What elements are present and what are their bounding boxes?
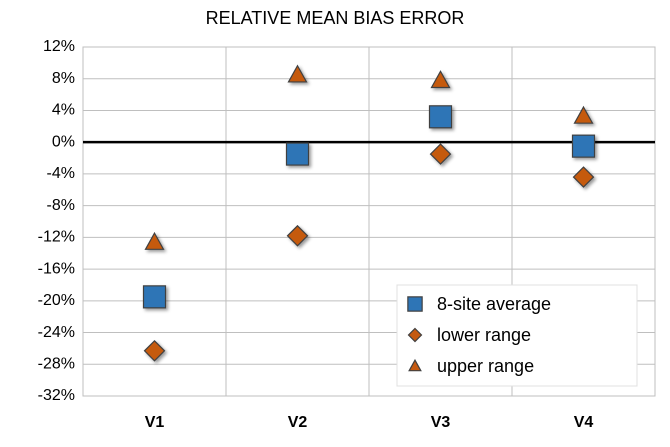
legend-label: 8-site average: [437, 294, 551, 314]
chart-title: RELATIVE MEAN BIAS ERROR: [206, 8, 465, 28]
marker-square: [428, 105, 453, 129]
plot-border: [82, 46, 656, 397]
x-tick-label: V1: [145, 414, 165, 431]
marker-square: [571, 134, 596, 158]
marker-triangle: [573, 105, 594, 124]
y-tick-label: 8%: [52, 70, 75, 87]
marker-diamond: [572, 166, 595, 188]
y-tick-label: 4%: [52, 102, 75, 119]
legend-box: [396, 284, 638, 387]
marker-triangle: [144, 231, 165, 250]
y-tick-label: 12%: [43, 38, 75, 55]
marker-triangle: [430, 70, 451, 89]
marker-square: [285, 142, 310, 166]
y-tick-label: -16%: [38, 260, 75, 277]
y-tick-label: -32%: [38, 387, 75, 404]
y-tick-label: -12%: [38, 229, 75, 246]
legend: 8-site average lower range upper range: [396, 284, 638, 387]
y-tick-label: -24%: [38, 324, 75, 341]
y-tick-label: -4%: [47, 165, 75, 182]
marker-diamond: [286, 224, 309, 247]
marker-diamond: [429, 143, 452, 165]
marker-diamond: [143, 339, 166, 362]
legend-label: lower range: [437, 325, 531, 345]
x-tick-label: V4: [574, 414, 594, 431]
y-tick-label: -8%: [47, 197, 75, 214]
legend-label: upper range: [437, 356, 534, 376]
x-tick-label: V3: [431, 414, 451, 431]
legend-marker: [407, 296, 423, 312]
marker-square: [142, 285, 167, 309]
marker-triangle: [287, 64, 308, 83]
y-tick-label: -28%: [38, 355, 75, 372]
y-tick-label: -20%: [38, 292, 75, 309]
y-tick-label: 0%: [52, 133, 75, 150]
legend-marker: [408, 358, 422, 372]
legend-marker: [407, 327, 423, 343]
x-tick-label: V2: [288, 414, 308, 431]
